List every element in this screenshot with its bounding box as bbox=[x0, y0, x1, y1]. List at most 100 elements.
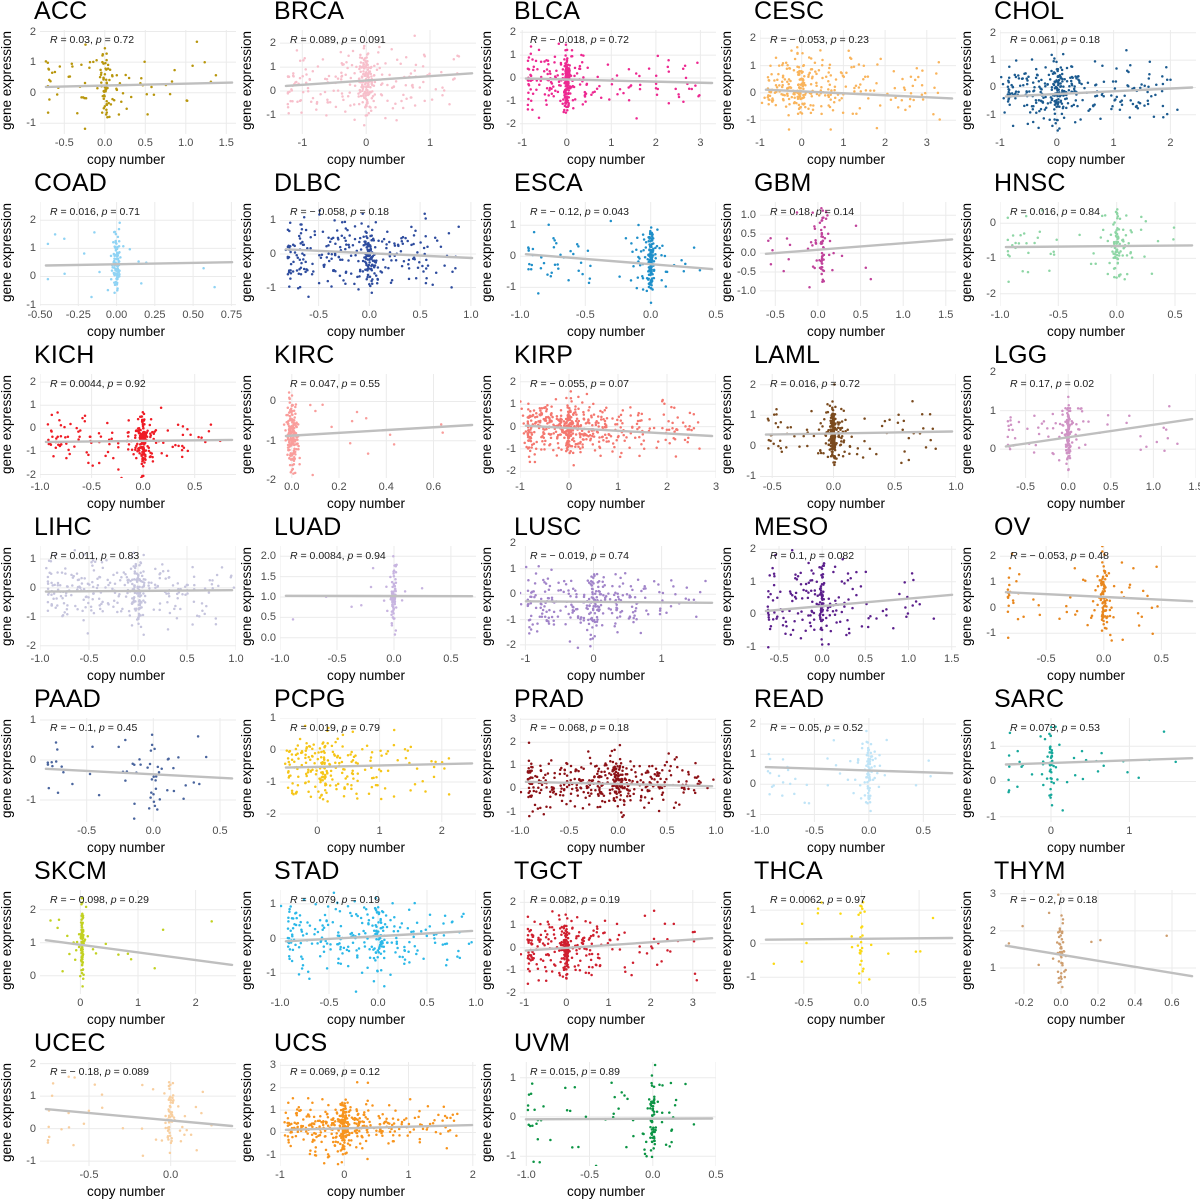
y-tick-label: 1 bbox=[990, 405, 996, 417]
x-tick-label: 1 bbox=[1111, 137, 1117, 149]
y-tick-label: 2 bbox=[510, 896, 516, 908]
x-tick-label: 0.5 bbox=[1103, 481, 1118, 493]
y-axis-label-text: gene expression bbox=[0, 718, 15, 817]
x-tick-label: -0.5 bbox=[309, 309, 328, 321]
x-tick-label: 0.0 bbox=[97, 137, 112, 149]
x-tick-label: 0.5 bbox=[212, 825, 227, 837]
y-axis-label-text: gene expression bbox=[0, 546, 15, 645]
y-axis-label-text: gene expression bbox=[0, 890, 15, 989]
y-tick-label: 1 bbox=[750, 576, 756, 588]
x-tick-label: -1 bbox=[755, 137, 765, 149]
y-tick-label: 0.0 bbox=[741, 247, 756, 259]
x-tick-label: 1 bbox=[427, 137, 433, 149]
y-tick-label: 2 bbox=[510, 376, 516, 388]
y-axis-label-text: gene expression bbox=[960, 30, 975, 129]
y-tick-label: 2 bbox=[30, 904, 36, 916]
x-tick-label: 0.6 bbox=[1164, 997, 1179, 1009]
correlation-annotation: R = − 0.098, p = 0.29 bbox=[50, 894, 149, 906]
y-tick-label: 0 bbox=[270, 85, 276, 97]
x-tick-label: 2 bbox=[439, 825, 445, 837]
y-tick-label: 2 bbox=[30, 214, 36, 226]
y-tick-label: 2 bbox=[990, 925, 996, 937]
x-axis-label: copy number bbox=[258, 840, 474, 855]
x-tick-label: -1.0 bbox=[511, 309, 530, 321]
y-tick-label: 3 bbox=[510, 713, 516, 725]
correlation-annotation: R = 0.082, p = 0.19 bbox=[530, 894, 620, 906]
panel-title: LIHC bbox=[34, 514, 92, 541]
panel-title: THCA bbox=[754, 858, 823, 885]
y-axis-label-text: gene expression bbox=[720, 374, 735, 473]
y-tick-label: 0 bbox=[990, 81, 996, 93]
x-tick-label: 3 bbox=[713, 481, 719, 493]
y-axis-label: gene expression bbox=[718, 198, 736, 306]
y-axis-label-text: gene expression bbox=[0, 30, 15, 129]
y-tick-label: 0 bbox=[270, 395, 276, 407]
x-tick-label: 1.0 bbox=[463, 309, 478, 321]
y-tick-label: 0 bbox=[510, 72, 516, 84]
x-tick-label: 1.0 bbox=[901, 653, 916, 665]
y-tick-label: 0 bbox=[30, 87, 36, 99]
y-tick-label: 1 bbox=[750, 904, 756, 916]
y-tick-label: -1 bbox=[506, 1150, 516, 1162]
y-tick-label: -1 bbox=[266, 967, 276, 979]
x-tick-label: 3 bbox=[697, 137, 703, 149]
x-axis-label: copy number bbox=[258, 496, 474, 511]
x-tick-label: 0.0 bbox=[815, 653, 830, 665]
x-tick-label: 0 bbox=[563, 997, 569, 1009]
y-axis-label: gene expression bbox=[478, 198, 496, 306]
panel-title: OV bbox=[994, 514, 1031, 541]
x-tick-label: 1.5 bbox=[1188, 481, 1200, 493]
y-axis-label-text: gene expression bbox=[720, 30, 735, 129]
x-axis-label: copy number bbox=[738, 1012, 954, 1027]
x-tick-label: -1 bbox=[995, 137, 1005, 149]
correlation-annotation: R = − 0.058, p = 0.18 bbox=[290, 206, 389, 218]
x-axis-label: copy number bbox=[258, 1012, 474, 1027]
x-axis-label: copy number bbox=[498, 668, 714, 683]
x-axis-label: copy number bbox=[18, 496, 234, 511]
x-tick-label: -0.5 bbox=[770, 653, 789, 665]
x-tick-label: 0.0 bbox=[386, 653, 401, 665]
y-tick-label: 1 bbox=[30, 56, 36, 68]
y-tick-label: 0 bbox=[30, 1123, 36, 1135]
y-tick-label: 0 bbox=[270, 248, 276, 260]
y-tick-label: -1 bbox=[26, 611, 36, 623]
y-tick-label: -1 bbox=[986, 811, 996, 823]
y-axis-label: gene expression bbox=[718, 542, 736, 650]
x-axis-label: copy number bbox=[498, 840, 714, 855]
y-tick-label: 1 bbox=[30, 1090, 36, 1102]
panel-title: KICH bbox=[34, 342, 95, 369]
y-tick-label: -1 bbox=[746, 114, 756, 126]
correlation-annotation: R = 0.0044, p = 0.92 bbox=[50, 378, 146, 390]
x-tick-label: 0.5 bbox=[916, 825, 931, 837]
y-tick-label: 0 bbox=[750, 440, 756, 452]
x-tick-label: -0.5 bbox=[82, 481, 101, 493]
